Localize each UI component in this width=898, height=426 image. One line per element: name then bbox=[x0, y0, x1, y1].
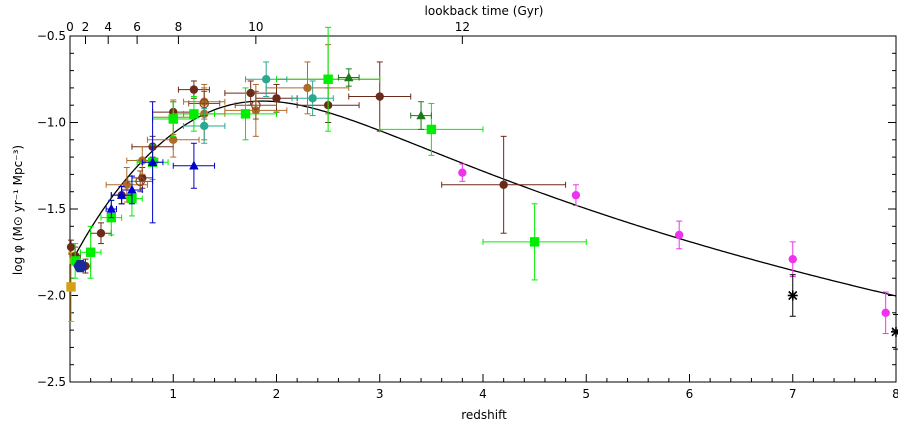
data-point bbox=[105, 166, 148, 203]
x-tick-label: 8 bbox=[892, 387, 898, 401]
point-marker bbox=[261, 75, 271, 84]
data-point bbox=[90, 222, 112, 245]
point-marker bbox=[308, 94, 317, 103]
top-axis: 0 2 4 6 8 10 12 bbox=[66, 20, 470, 44]
top-tick-label: 6 bbox=[133, 20, 141, 34]
x-tick-label: 4 bbox=[479, 387, 487, 401]
point-marker bbox=[529, 237, 540, 247]
top-tick-label: 4 bbox=[104, 20, 112, 34]
point-marker bbox=[571, 190, 581, 200]
point-marker bbox=[788, 290, 798, 301]
point-marker bbox=[147, 157, 158, 166]
point-marker bbox=[127, 184, 137, 194]
top-tick-label: 12 bbox=[455, 20, 470, 34]
data-point bbox=[69, 243, 81, 279]
x-axis: 1 2 3 4 5 6 7 8 bbox=[69, 374, 898, 401]
data-point bbox=[291, 80, 334, 117]
x-axis-title: redshift bbox=[461, 408, 507, 422]
point-marker bbox=[199, 98, 210, 109]
data-point bbox=[458, 163, 467, 182]
point-marker bbox=[169, 135, 178, 144]
point-marker bbox=[272, 94, 281, 103]
data-point bbox=[482, 203, 587, 281]
point-marker bbox=[66, 282, 76, 292]
point-marker bbox=[323, 74, 333, 84]
y-tick-label: −2.0 bbox=[37, 289, 66, 303]
point-marker bbox=[73, 260, 88, 273]
x-tick-label: 7 bbox=[789, 387, 797, 401]
point-marker bbox=[135, 176, 146, 187]
point-marker bbox=[96, 229, 106, 238]
top-axis-title: lookback time (Gyr) bbox=[425, 4, 544, 18]
data-point bbox=[571, 184, 581, 207]
data-point bbox=[183, 108, 226, 144]
data-point bbox=[73, 260, 88, 273]
top-tick-label: 8 bbox=[175, 20, 183, 34]
data-point bbox=[441, 135, 567, 234]
x-tick-label: 5 bbox=[582, 387, 590, 401]
y-axis: −2.5 −2.0 −1.5 −1.0 −0.5 bbox=[37, 29, 896, 389]
point-marker bbox=[200, 121, 209, 131]
data-point bbox=[348, 61, 412, 132]
x-tick-label: 2 bbox=[273, 387, 281, 401]
data-point bbox=[891, 314, 898, 350]
data-point bbox=[79, 225, 102, 279]
point-marker bbox=[189, 109, 199, 119]
data-point bbox=[245, 61, 288, 98]
point-marker bbox=[788, 254, 797, 264]
x-tick-label: 1 bbox=[169, 387, 177, 401]
data-point bbox=[379, 102, 484, 156]
data-point bbox=[172, 142, 216, 189]
point-marker bbox=[240, 109, 251, 119]
point-marker bbox=[66, 242, 76, 252]
point-marker bbox=[674, 230, 684, 240]
point-marker bbox=[189, 85, 199, 94]
data-point bbox=[234, 90, 277, 120]
point-marker bbox=[416, 110, 426, 120]
y-axis-title: log φ (M⊙ yr⁻¹ Mpc⁻³) bbox=[11, 145, 25, 275]
point-marker bbox=[344, 72, 354, 82]
x-tick-label: 6 bbox=[686, 387, 694, 401]
point-marker bbox=[375, 92, 384, 101]
point-marker bbox=[122, 180, 131, 189]
data-point bbox=[141, 101, 164, 224]
top-tick-label: 2 bbox=[82, 20, 90, 34]
point-marker bbox=[70, 256, 80, 266]
y-tick-label: −1.5 bbox=[37, 202, 66, 216]
point-marker bbox=[251, 100, 261, 111]
data-point bbox=[337, 68, 360, 87]
data-point bbox=[214, 87, 277, 141]
point-marker bbox=[891, 328, 898, 337]
top-tick-label: 10 bbox=[248, 20, 263, 34]
data-points-layer bbox=[66, 26, 898, 350]
data-point bbox=[177, 80, 210, 99]
data-point bbox=[276, 26, 381, 132]
point-marker bbox=[116, 189, 127, 199]
data-point bbox=[66, 251, 76, 322]
y-tick-label: −2.5 bbox=[37, 375, 66, 389]
point-marker bbox=[189, 160, 199, 170]
y-tick-label: −1.0 bbox=[37, 116, 66, 130]
point-marker bbox=[246, 88, 255, 98]
point-marker bbox=[881, 308, 890, 317]
top-tick-label: 0 bbox=[66, 20, 74, 34]
point-marker bbox=[85, 247, 96, 257]
point-marker bbox=[168, 114, 178, 124]
data-point bbox=[121, 175, 143, 205]
data-point bbox=[410, 101, 432, 130]
data-point bbox=[881, 291, 890, 335]
data-point bbox=[265, 61, 350, 115]
x-tick-label: 3 bbox=[376, 387, 384, 401]
data-point bbox=[787, 274, 798, 317]
data-point bbox=[152, 101, 195, 137]
data-point bbox=[674, 220, 684, 250]
y-tick-label: −0.5 bbox=[37, 29, 66, 43]
point-marker bbox=[458, 168, 467, 177]
point-marker bbox=[106, 203, 116, 213]
point-marker bbox=[303, 83, 312, 93]
point-marker bbox=[499, 180, 508, 189]
point-marker bbox=[426, 124, 437, 135]
data-point bbox=[105, 199, 117, 219]
